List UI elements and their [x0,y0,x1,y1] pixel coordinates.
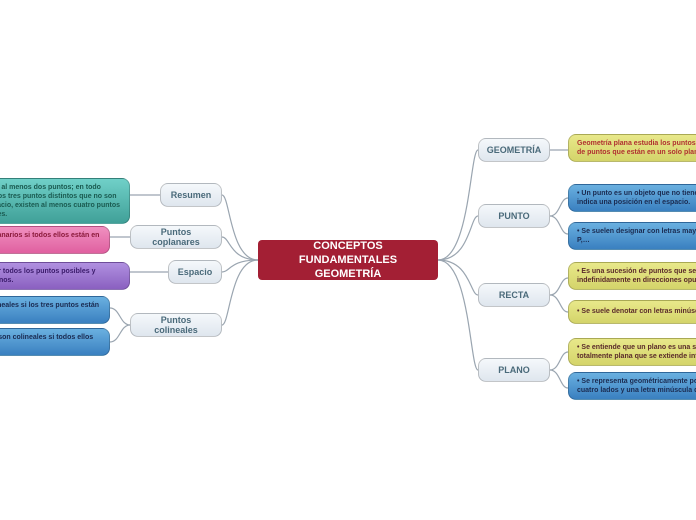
leaf-recta-2[interactable]: • Se suele denotar con letras minúsculas… [568,300,696,324]
cat-colineales[interactable]: Puntos colineales [130,313,222,337]
cat-punto[interactable]: PUNTO [478,204,550,228]
leaf-espacio-1[interactable]: Está determinado por todos los puntos po… [0,262,130,290]
center-line1: CONCEPTOS FUNDAMENTALES [268,239,428,268]
leaf-colineales-1[interactable]: Tres puntos son colineales si los tres p… [0,296,110,324]
leaf-resumen-1[interactable]: En toda recta existen al menos dos punto… [0,178,130,224]
cat-coplanares[interactable]: Puntos coplanares [130,225,222,249]
leaf-punto-1[interactable]: • Un punto es un objeto que no tiene dim… [568,184,696,212]
leaf-recta-1[interactable]: • Es una sucesión de puntos que se prolo… [568,262,696,290]
cat-espacio[interactable]: Espacio [168,260,222,284]
center-line2: GEOMETRÍA [268,267,428,281]
leaf-plano-1[interactable]: • Se entiende que un plano es una superf… [568,338,696,366]
leaf-coplanares-1[interactable]: Los puntos son coplanarios si todos ello… [0,226,110,254]
cat-resumen[interactable]: Resumen [160,183,222,207]
cat-recta[interactable]: RECTA [478,283,550,307]
cat-plano[interactable]: PLANO [478,358,550,382]
leaf-geometria-1[interactable]: Geometría plana estudia los puntos y otr… [568,134,696,162]
cat-geometria[interactable]: GEOMETRÍA [478,138,550,162]
leaf-punto-2[interactable]: • Se suelen designar con letras mayúscul… [568,222,696,250]
leaf-colineales-2[interactable]: Dos puntos siempre son colineales si tod… [0,328,110,356]
center-node[interactable]: CONCEPTOS FUNDAMENTALES GEOMETRÍA [258,240,438,280]
leaf-plano-2[interactable]: • Se representa geométricamente por una … [568,372,696,400]
